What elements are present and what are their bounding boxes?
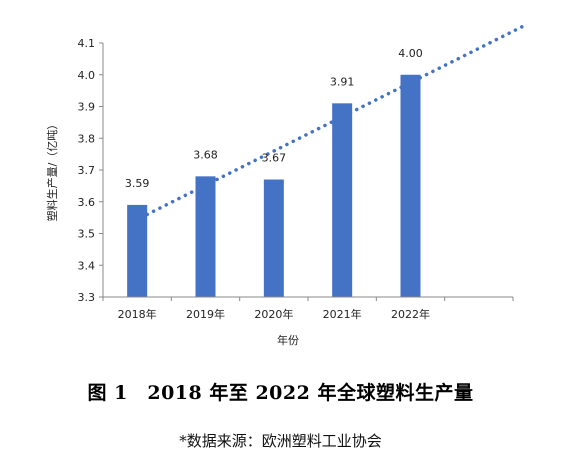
trendline [145,22,529,217]
x-axis-title: 年份 [277,333,299,347]
y-tick-label: 3.3 [78,291,96,304]
data-labels: 3.59 3.68 3.67 3.91 4.00 [125,47,423,190]
bar [127,204,148,297]
data-label: 3.59 [125,177,150,190]
y-axis: 3.3 3.4 3.5 3.6 3.7 3.8 3.9 4.0 4.1 [78,37,104,304]
data-label: 3.91 [330,75,355,88]
data-label: 3.68 [193,148,218,161]
figure-caption: 图 1 2018 年至 2022 年全球塑料生产量 [87,382,474,404]
x-tick-label: 2019年 [186,307,225,321]
bars [127,74,421,297]
data-label: 4.00 [398,47,423,60]
data-source-note: *数据来源：欧洲塑料工业协会 [179,432,382,450]
y-axis-title: 塑料生产量/（亿吨） [45,119,59,222]
y-tick-label: 4.0 [78,69,96,82]
x-tick-label: 2022年 [391,307,430,321]
y-tick-label: 3.6 [78,196,96,209]
data-label: 3.67 [262,152,287,165]
x-tick-label: 2020年 [254,307,293,321]
y-tick-label: 3.5 [78,228,96,241]
y-tick-label: 3.8 [78,132,96,145]
bar-chart: 3.33.43.53.63.73.83.94.04.1 2018年 2019年 20… [45,22,529,347]
y-tick-label: 3.4 [78,259,96,272]
y-tick-label: 4.1 [78,37,96,50]
x-axis: 2018年 2019年 2020年 2021年 2022年 [102,296,514,321]
y-tick-label: 3.7 [78,164,96,177]
bar [400,74,421,297]
bar [263,179,284,297]
x-tick-label: 2021年 [323,307,362,321]
y-tick-label: 3.9 [78,101,96,114]
x-tick-label: 2018年 [118,307,157,321]
bar [195,176,216,297]
bar [332,103,353,297]
